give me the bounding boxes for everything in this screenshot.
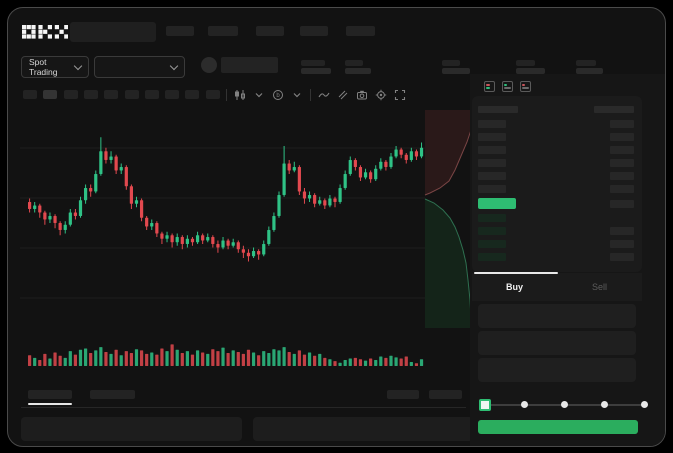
toolbar-divider bbox=[226, 89, 227, 101]
bottom-action-placeholder[interactable] bbox=[387, 390, 419, 399]
slider-handle[interactable] bbox=[479, 399, 491, 411]
bottom-input-bar[interactable] bbox=[253, 417, 473, 441]
last-price-bar bbox=[478, 198, 516, 209]
timeframe-button-placeholder[interactable] bbox=[205, 90, 220, 99]
orderbook-view-asks-icon[interactable] bbox=[520, 81, 531, 92]
ticker-stat-value-placeholder bbox=[576, 68, 603, 74]
orderbook-view-combined-icon[interactable] bbox=[484, 81, 495, 92]
market-type-selector[interactable]: Spot Trading bbox=[21, 56, 89, 78]
timeframe-button-placeholder[interactable] bbox=[104, 90, 119, 99]
bottom-tab[interactable] bbox=[90, 390, 135, 399]
timeframe-button-placeholder[interactable] bbox=[63, 90, 78, 99]
indicators-icon[interactable]: b bbox=[272, 89, 284, 101]
pair-selector[interactable] bbox=[94, 56, 185, 78]
fullscreen-icon[interactable] bbox=[394, 89, 406, 101]
order-book-ask-row[interactable] bbox=[478, 159, 634, 167]
price-chart[interactable] bbox=[20, 108, 480, 372]
nav-item-placeholder[interactable] bbox=[208, 26, 238, 36]
ticker-stat-label-placeholder bbox=[345, 60, 363, 66]
slider-stop-dot[interactable] bbox=[561, 401, 568, 408]
coin-avatar[interactable] bbox=[201, 57, 217, 73]
order-book bbox=[472, 96, 642, 272]
timeframe-button-placeholder[interactable] bbox=[185, 90, 200, 99]
timeframe-button-placeholder[interactable] bbox=[83, 90, 98, 99]
active-tab-indicator bbox=[474, 272, 558, 274]
order-book-bid-row[interactable] bbox=[478, 253, 634, 261]
order-book-header bbox=[478, 106, 634, 113]
bottom-divider bbox=[21, 407, 466, 408]
ticker-stat-label-placeholder bbox=[576, 60, 596, 66]
order-book-last-price-row bbox=[478, 198, 634, 209]
nav-item-placeholder[interactable] bbox=[166, 26, 194, 36]
order-book-ask-row[interactable] bbox=[478, 146, 634, 154]
trade-side-panel: Buy Sell bbox=[470, 74, 665, 446]
tab-buy[interactable]: Buy bbox=[505, 282, 523, 292]
slider-stop-dot[interactable] bbox=[521, 401, 528, 408]
compare-icon[interactable] bbox=[337, 89, 349, 101]
nav-item-placeholder[interactable] bbox=[346, 26, 375, 36]
amount-field[interactable] bbox=[478, 331, 636, 355]
ticker-stat-label-placeholder bbox=[516, 60, 535, 66]
svg-text:b: b bbox=[276, 93, 280, 99]
timeframe-button-placeholder[interactable] bbox=[43, 90, 58, 99]
order-book-ask-row[interactable] bbox=[478, 133, 634, 141]
nav-item-placeholder[interactable] bbox=[300, 26, 328, 36]
tab-sell[interactable]: Sell bbox=[591, 282, 607, 292]
ticker-stat-value-placeholder bbox=[345, 68, 371, 74]
timeframe-button-placeholder[interactable] bbox=[23, 90, 37, 99]
order-book-bid-row[interactable] bbox=[478, 227, 634, 235]
ticker-stat-value-placeholder bbox=[442, 68, 470, 74]
chevron-down-icon bbox=[169, 61, 179, 71]
trade-tabs: Buy Sell bbox=[472, 272, 642, 301]
total-field[interactable] bbox=[478, 358, 636, 382]
okx-logo bbox=[22, 25, 68, 39]
bottom-input-bar[interactable] bbox=[21, 417, 242, 441]
nav-item-placeholder[interactable] bbox=[256, 26, 284, 36]
ticker-stat-label-placeholder bbox=[442, 60, 460, 66]
slider-stop-dot[interactable] bbox=[641, 401, 648, 408]
ticker-stat-label-placeholder bbox=[301, 60, 325, 66]
timeframe-button-placeholder[interactable] bbox=[165, 90, 180, 99]
trend-line-icon[interactable] bbox=[318, 89, 330, 101]
price-field[interactable] bbox=[478, 304, 636, 328]
order-book-ask-row[interactable] bbox=[478, 172, 634, 180]
slider-stop-dot[interactable] bbox=[601, 401, 608, 408]
camera-icon[interactable] bbox=[356, 89, 368, 101]
timeframe-button-placeholder[interactable] bbox=[124, 90, 139, 99]
chevron-down-icon[interactable] bbox=[253, 89, 265, 101]
bottom-tab-underline bbox=[28, 403, 72, 405]
order-book-bid-row[interactable] bbox=[478, 214, 634, 222]
orderbook-view-bids-icon[interactable] bbox=[502, 81, 513, 92]
chevron-down-icon[interactable] bbox=[291, 89, 303, 101]
buy-submit-button[interactable] bbox=[478, 420, 638, 434]
candle-type-icon[interactable] bbox=[234, 89, 246, 101]
last-price-placeholder bbox=[221, 57, 278, 73]
ticker-stat-value-placeholder bbox=[301, 68, 331, 74]
okx-app-window: Spot Trading b bbox=[7, 7, 666, 447]
ticker-stat-value-placeholder bbox=[516, 68, 545, 74]
chevron-down-icon bbox=[73, 61, 83, 71]
timeframe-button-placeholder[interactable] bbox=[144, 90, 159, 99]
order-book-ask-row[interactable] bbox=[478, 185, 634, 193]
toolbar-divider bbox=[310, 89, 311, 101]
order-book-ask-row[interactable] bbox=[478, 120, 634, 128]
market-type-label: Spot Trading bbox=[29, 57, 58, 77]
bottom-action-placeholder[interactable] bbox=[429, 390, 462, 399]
settings-gear-icon[interactable] bbox=[375, 89, 387, 101]
bottom-tab-active[interactable] bbox=[28, 390, 72, 399]
search-input[interactable] bbox=[70, 22, 156, 42]
order-book-bid-row[interactable] bbox=[478, 240, 634, 248]
